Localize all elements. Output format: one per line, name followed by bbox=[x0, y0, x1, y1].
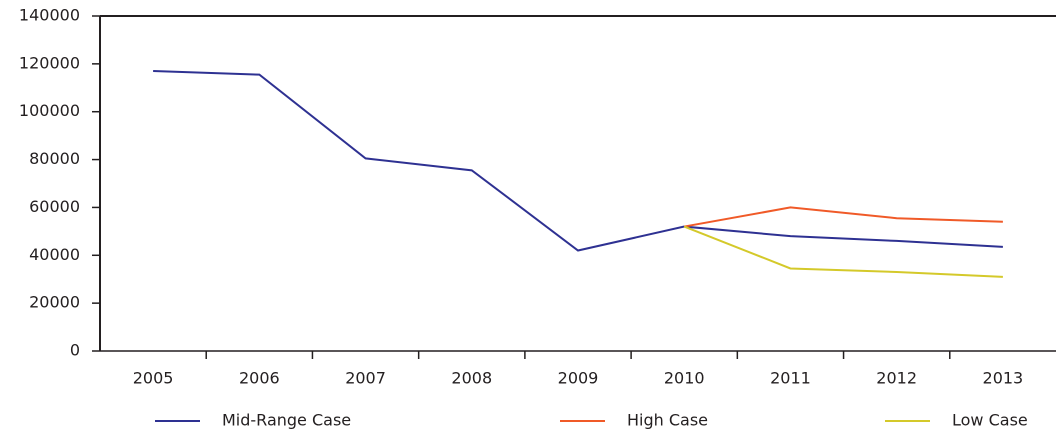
series-line bbox=[684, 206, 1003, 228]
legend-label: Low Case bbox=[952, 411, 1028, 430]
y-tick-label: 20000 bbox=[29, 293, 80, 312]
y-tick-label: 60000 bbox=[29, 197, 80, 216]
y-tick-label: 40000 bbox=[29, 245, 80, 264]
series-line bbox=[683, 225, 1003, 278]
x-tick-label: 2012 bbox=[876, 369, 917, 388]
y-tick-label: 140000 bbox=[19, 6, 80, 25]
y-tick-label: 100000 bbox=[19, 101, 80, 120]
legend-label: High Case bbox=[627, 411, 708, 430]
x-tick-label: 2013 bbox=[983, 369, 1024, 388]
y-tick-label: 0 bbox=[70, 341, 80, 360]
x-tick-label: 2011 bbox=[770, 369, 811, 388]
y-tick-label: 80000 bbox=[29, 149, 80, 168]
x-tick-label: 2009 bbox=[558, 369, 599, 388]
legend-label: Mid-Range Case bbox=[222, 411, 351, 430]
x-tick-label: 2008 bbox=[451, 369, 492, 388]
x-tick-label: 2006 bbox=[239, 369, 280, 388]
y-tick-label: 120000 bbox=[19, 53, 80, 72]
x-tick-label: 2005 bbox=[133, 369, 174, 388]
x-tick-label: 2007 bbox=[345, 369, 386, 388]
x-tick-label: 2010 bbox=[664, 369, 705, 388]
series-line bbox=[153, 70, 1003, 252]
